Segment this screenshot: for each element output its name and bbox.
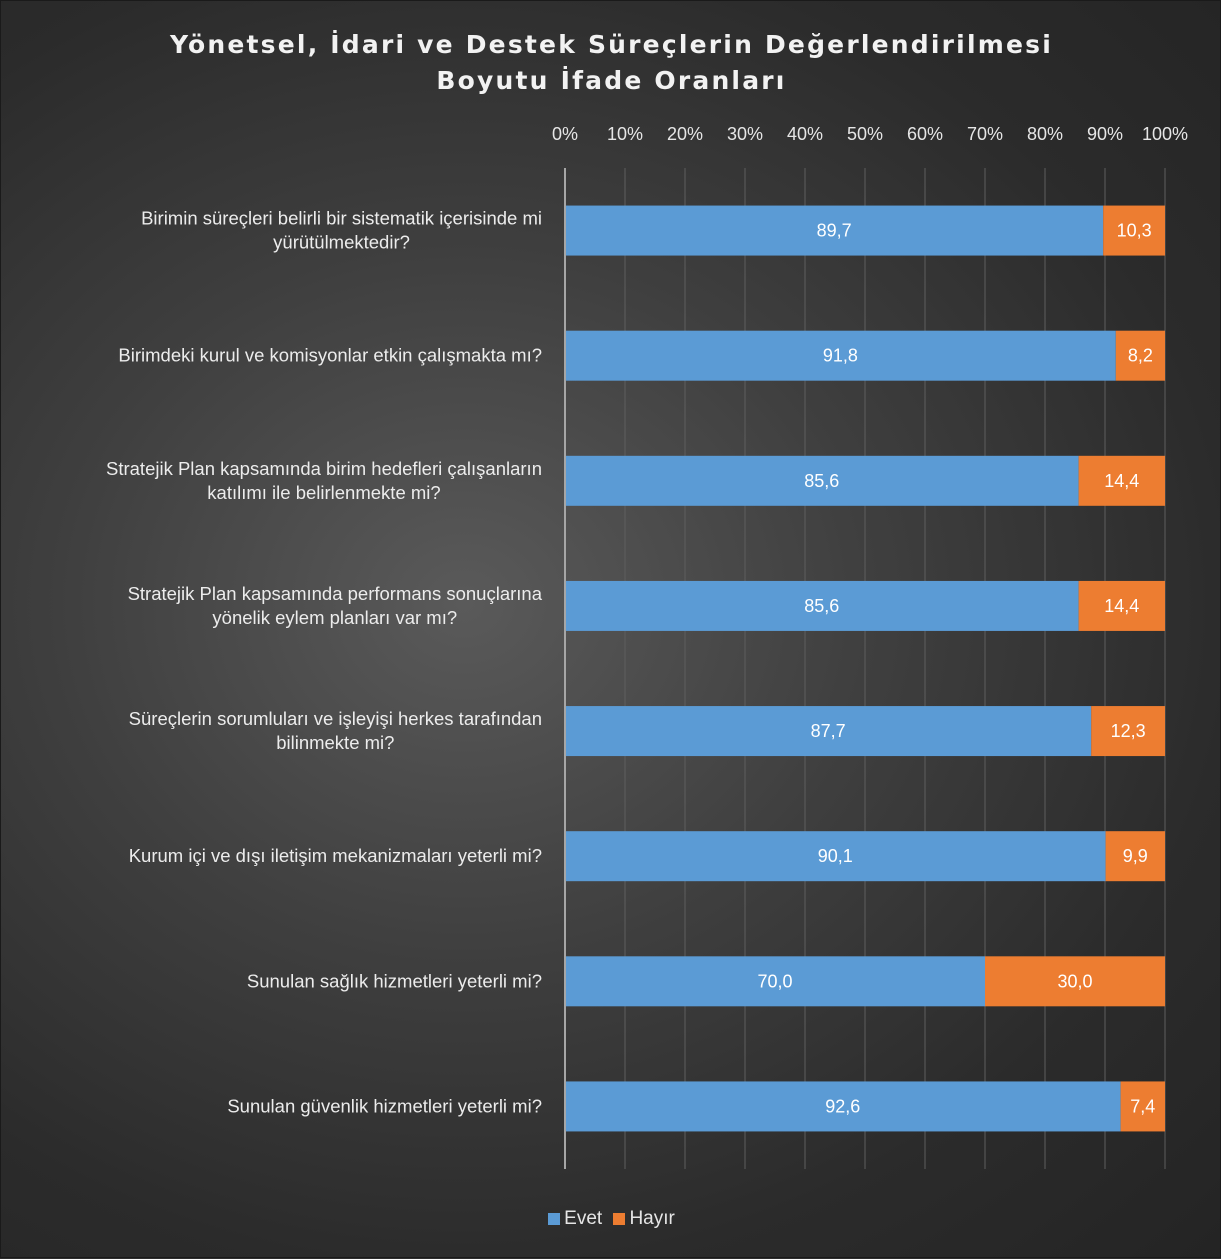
category-label-line: Birimdeki kurul ve komisyonlar etkin çal…: [118, 345, 542, 366]
bar-hayir: [1078, 580, 1165, 631]
category-label: Birimdeki kurul ve komisyonlar etkin çal…: [118, 345, 542, 366]
data-label: 14,4: [1104, 596, 1139, 616]
data-label: 10,3: [1117, 221, 1152, 241]
legend-label-hayir: Hayır: [629, 1208, 675, 1229]
legend-swatch-evet: [548, 1213, 561, 1225]
data-label: 87,7: [811, 721, 846, 741]
category-label: Sunulan güvenlik hizmetleri yeterli mi?: [227, 1095, 542, 1116]
bar-evet: [565, 831, 1106, 882]
x-tick-label: 90%: [1087, 124, 1123, 144]
data-label: 91,8: [823, 346, 858, 366]
bar-evet: [565, 706, 1092, 757]
chart-title: Yönetsel, İdari ve Destek Süreçlerin Değ…: [1, 27, 1221, 99]
category-labels: Birimin süreçleri belirli bir sistematik…: [106, 208, 543, 1117]
data-label: 8,2: [1128, 346, 1153, 366]
bar-evet: [565, 330, 1116, 381]
x-tick-label: 60%: [907, 124, 943, 144]
x-tick-label: 30%: [727, 124, 763, 144]
category-label: Sunulan sağlık hizmetleri yeterli mi?: [247, 970, 542, 991]
bar-hayir: [985, 956, 1165, 1007]
data-label: 89,7: [817, 221, 852, 241]
data-label: 92,6: [825, 1096, 860, 1116]
category-label-line: Birimin süreçleri belirli bir sistematik…: [141, 208, 542, 229]
chart-title-line-1: Yönetsel, İdari ve Destek Süreçlerin Değ…: [170, 30, 1053, 59]
bar-evet: [565, 1081, 1121, 1132]
chart-title-line-2: Boyutu İfade Oranları: [436, 66, 787, 95]
x-axis-ticks: 0% 10% 20% 30% 40% 50% 60% 70% 80% 90% 100%: [552, 124, 1188, 144]
legend-item-hayir: Hayır: [613, 1208, 675, 1230]
category-label-line: Sunulan güvenlik hizmetleri yeterli mi?: [227, 1095, 542, 1116]
category-label-line: yönelik eylem planları var mı?: [212, 607, 457, 628]
category-label-line: Kurum içi ve dışı iletişim mekanizmaları…: [129, 845, 542, 866]
x-tick-label: 50%: [847, 124, 883, 144]
data-label: 12,3: [1111, 721, 1146, 741]
legend-swatch-hayir: [613, 1213, 626, 1225]
x-tick-label: 20%: [667, 124, 703, 144]
x-tick-label: 0%: [552, 124, 578, 144]
category-label-line: katılımı ile belirlenmekte mi?: [207, 482, 440, 503]
legend-label-evet: Evet: [564, 1208, 603, 1229]
legend: Evet Hayır: [1, 1208, 1221, 1231]
bar-hayir: [1078, 455, 1165, 506]
bar-evet: [565, 956, 985, 1007]
x-tick-label: 40%: [787, 124, 823, 144]
legend-item-evet: Evet: [548, 1208, 602, 1230]
x-tick-label: 70%: [967, 124, 1003, 144]
bar-hayir: [1115, 330, 1165, 381]
category-label-line: Sunulan sağlık hizmetleri yeterli mi?: [247, 970, 542, 991]
category-label-line: Süreçlerin sorumluları ve işleyişi herke…: [129, 708, 542, 729]
data-label: 85,6: [804, 596, 839, 616]
bar-hayir: [1103, 205, 1165, 256]
data-label: 85,6: [804, 471, 839, 491]
data-label: 14,4: [1104, 471, 1139, 491]
data-label: 90,1: [818, 846, 853, 866]
category-label: Kurum içi ve dışı iletişim mekanizmaları…: [129, 845, 542, 866]
data-label: 70,0: [757, 971, 792, 991]
category-label-line: Stratejik Plan kapsamında birim hedefler…: [106, 458, 542, 479]
category-label: Stratejik Plan kapsamında birim hedefler…: [106, 458, 542, 503]
gridlines: [624, 168, 1166, 1169]
bar-hayir: [1105, 831, 1165, 882]
bar-evet: [565, 455, 1079, 506]
bar-hayir: [1120, 1081, 1165, 1132]
category-label-line: yürütülmektedir?: [273, 232, 410, 253]
x-tick-label: 100%: [1142, 124, 1188, 144]
x-tick-label: 80%: [1027, 124, 1063, 144]
category-label-line: Stratejik Plan kapsamında performans son…: [128, 583, 543, 604]
bar-hayir: [1091, 706, 1165, 757]
x-tick-label: 10%: [607, 124, 643, 144]
category-label: Stratejik Plan kapsamında performans son…: [128, 583, 543, 628]
bar-evet: [565, 205, 1104, 256]
bars: 89,7 10,3 91,8 8,2 85,6 14,4 85,6 14,4 87,7 12,3 9…: [565, 205, 1165, 1132]
data-label: 7,4: [1130, 1096, 1155, 1116]
data-label: 30,0: [1057, 971, 1092, 991]
category-label-line: bilinmekte mi?: [276, 732, 394, 753]
bar-evet: [565, 580, 1079, 631]
data-label: 9,9: [1123, 846, 1148, 866]
category-label: Süreçlerin sorumluları ve işleyişi herke…: [129, 708, 542, 753]
category-label: Birimin süreçleri belirli bir sistematik…: [141, 208, 542, 253]
